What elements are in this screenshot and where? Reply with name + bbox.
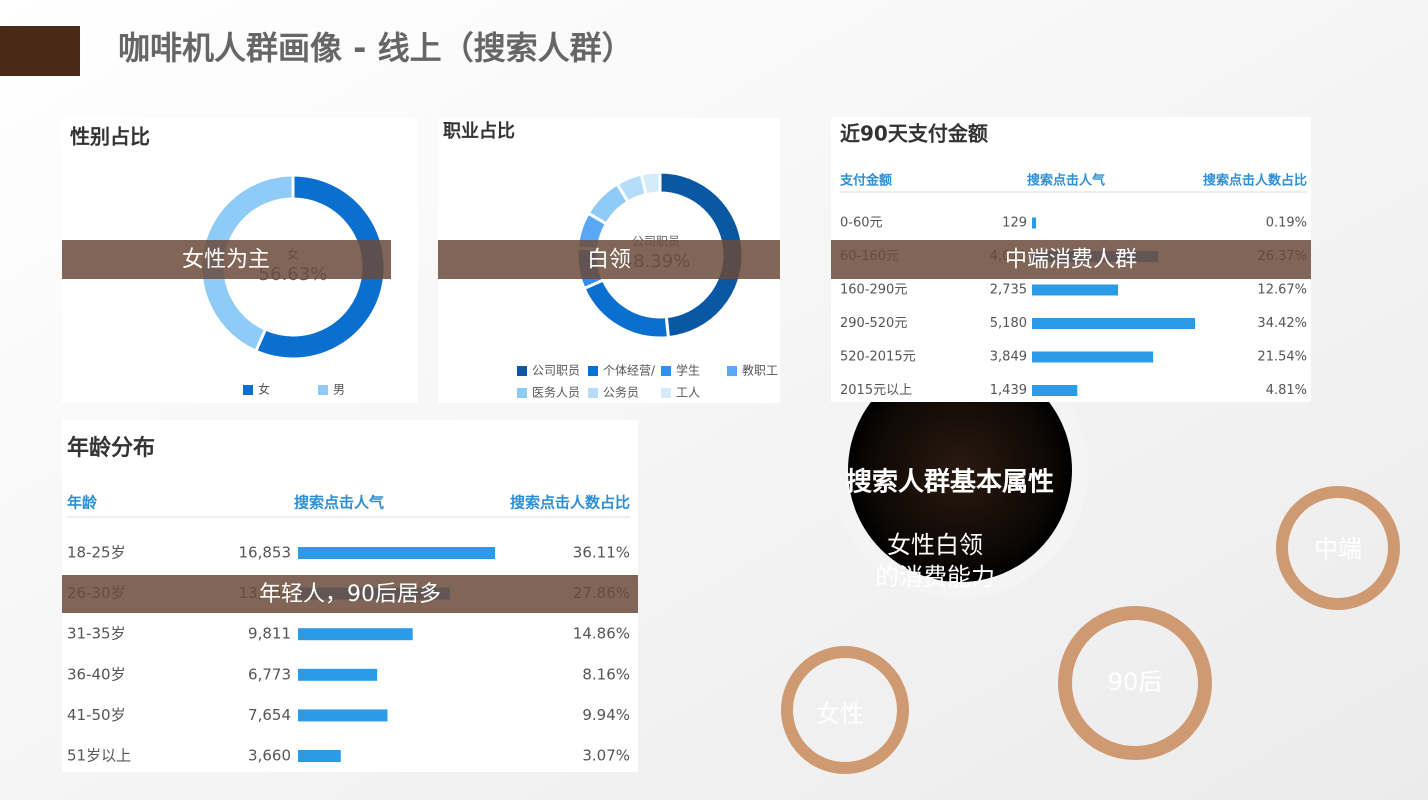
- row-share: 9.94%: [582, 706, 630, 724]
- title-accent: [0, 26, 80, 76]
- row-value: 1,439: [990, 383, 1027, 398]
- bar: [1032, 385, 1078, 396]
- row-value: 7,654: [248, 706, 291, 724]
- bar: [298, 709, 388, 722]
- row-share: 34.42%: [1257, 316, 1307, 331]
- legend-swatch: [727, 366, 737, 376]
- legend-label: 公司职员: [532, 364, 580, 378]
- legend-label: 医务人员: [532, 385, 580, 400]
- column-header: 搜索点击人气: [1027, 173, 1105, 189]
- legend-swatch: [661, 366, 671, 376]
- column-header: 搜索点击人数占比: [510, 494, 630, 512]
- ring-label: 90后: [1108, 668, 1163, 696]
- legend-swatch: [588, 366, 598, 376]
- row-label: 160-290元: [840, 283, 907, 298]
- row-label: 41-50岁: [67, 706, 126, 724]
- row-share: 12.67%: [1257, 283, 1307, 298]
- legend-label: 女: [258, 382, 270, 397]
- row-value: 3,849: [990, 350, 1027, 365]
- bar: [1032, 318, 1195, 329]
- chart-title: 职业占比: [443, 120, 515, 142]
- legend-swatch: [661, 388, 671, 398]
- ring-label: 女性: [816, 700, 864, 728]
- row-label: 0-60元: [840, 216, 883, 231]
- summary-line: 的消费能力: [875, 563, 995, 591]
- legend-label: 教职工: [742, 363, 778, 378]
- row-share: 0.19%: [1266, 216, 1307, 231]
- banner: [62, 575, 638, 613]
- row-value: 16,853: [239, 544, 292, 562]
- row-share: 4.81%: [1266, 383, 1307, 398]
- bar: [1032, 217, 1037, 229]
- ring: [1276, 486, 1400, 610]
- bar: [1032, 351, 1154, 363]
- legend-swatch: [318, 385, 328, 395]
- column-header: 年龄: [67, 494, 98, 512]
- legend-swatch: [243, 385, 253, 395]
- legend-swatch: [517, 366, 527, 376]
- banner-text: 女性为主: [182, 248, 270, 273]
- legend-label: 学生: [676, 363, 700, 378]
- cup-coffee: [848, 358, 1072, 582]
- legend-label: 男: [333, 383, 345, 397]
- ring: [781, 646, 909, 774]
- row-value: 3,660: [248, 747, 291, 765]
- bar: [298, 750, 341, 762]
- row-label: 2015元以上: [840, 383, 912, 398]
- summary-line: 女性白领: [887, 531, 983, 559]
- row-share: 21.54%: [1257, 350, 1307, 365]
- row-value: 6,773: [248, 665, 291, 683]
- bar: [298, 547, 495, 559]
- legend-label: 个体经营/: [603, 364, 656, 378]
- row-label: 31-35岁: [67, 625, 126, 643]
- row-value: 9,811: [248, 625, 291, 643]
- chart-title: 性别占比: [70, 125, 150, 149]
- banner: [438, 240, 780, 279]
- bar: [298, 668, 378, 681]
- row-share: 8.16%: [582, 665, 630, 683]
- row-share: 36.11%: [573, 544, 630, 562]
- row-label: 36-40岁: [67, 665, 126, 683]
- row-value: 129: [1002, 216, 1027, 231]
- banner-text: 中端消费人群: [1005, 248, 1137, 273]
- chart-title: 年龄分布: [67, 435, 155, 461]
- row-label: 18-25岁: [67, 544, 126, 562]
- legend-label: 工人: [676, 386, 700, 400]
- bar: [298, 628, 413, 641]
- banner: [831, 240, 1311, 279]
- summary-title: 搜索人群基本属性: [846, 468, 1054, 498]
- row-label: 51岁以上: [67, 747, 131, 765]
- column-header: 搜索点击人数占比: [1203, 173, 1307, 189]
- donut-slice: [639, 170, 662, 197]
- banner: [62, 240, 391, 279]
- row-share: 3.07%: [582, 747, 630, 765]
- column-header: 支付金额: [839, 173, 892, 189]
- ring-label: 中端: [1314, 535, 1362, 563]
- row-value: 5,180: [990, 316, 1027, 331]
- row-share: 14.86%: [573, 625, 630, 643]
- chart-title: 近90天支付金额: [840, 122, 988, 146]
- row-value: 2,735: [990, 283, 1027, 298]
- legend-swatch: [517, 388, 527, 398]
- column-header: 搜索点击人气: [294, 494, 384, 512]
- ring: [1058, 606, 1212, 760]
- banner-text: 白领: [587, 248, 631, 273]
- donut-slice: [199, 173, 295, 354]
- bar: [1032, 284, 1119, 296]
- row-label: 290-520元: [840, 316, 907, 331]
- legend-label: 公务员: [603, 385, 639, 400]
- banner-text: 年轻人，90后居多: [259, 582, 441, 607]
- donut-slice: [658, 170, 745, 340]
- slide-title: 咖啡机人群画像 - 线上（搜索人群）: [118, 29, 634, 67]
- row-label: 520-2015元: [840, 350, 916, 365]
- legend-swatch: [588, 388, 598, 398]
